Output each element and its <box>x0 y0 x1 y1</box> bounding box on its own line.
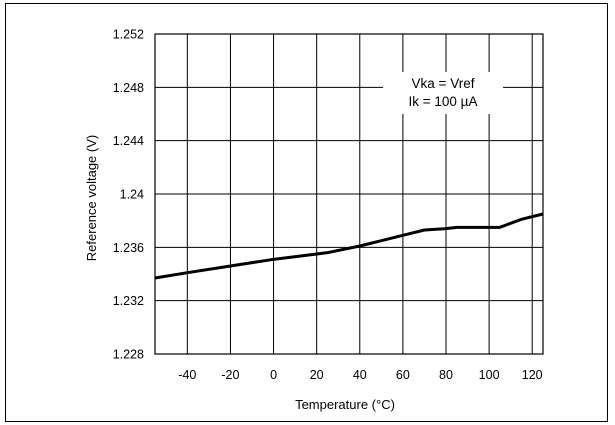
y-tick-label: 1.244 <box>113 134 144 148</box>
y-tick-label: 1.248 <box>113 81 144 95</box>
x-axis-title: Temperature (°C) <box>295 397 395 412</box>
x-tick-label: 100 <box>479 368 500 382</box>
annotation-line-2: Ik = 100 µA <box>409 94 478 109</box>
x-tick-labels: -40 -20 0 20 40 60 80 100 120 <box>178 368 542 382</box>
y-tick-labels: 1.228 1.232 1.236 1.24 1.244 1.248 1.252 <box>113 28 144 362</box>
y-tick-label: 1.252 <box>113 28 144 42</box>
y-tick-label: 1.232 <box>113 294 144 308</box>
x-tick-label: 80 <box>439 368 453 382</box>
x-tick-label: 120 <box>522 368 543 382</box>
y-tick-label: 1.24 <box>120 188 144 202</box>
x-tick-label: 20 <box>310 368 324 382</box>
x-tick-label: 60 <box>396 368 410 382</box>
series-line <box>154 212 544 280</box>
annotation-box: Vka = Vref Ik = 100 µA <box>383 72 503 114</box>
y-tick-label: 1.228 <box>113 348 144 362</box>
x-tick-label: 0 <box>270 368 277 382</box>
annotation-background <box>383 72 503 114</box>
annotation-line-1: Vka = Vref <box>412 76 475 91</box>
series-layer <box>154 212 544 280</box>
y-tick-label: 1.236 <box>113 241 144 255</box>
x-tick-label: -20 <box>221 368 239 382</box>
x-tick-label: 40 <box>353 368 367 382</box>
y-axis-title: Reference voltage (V) <box>84 135 99 261</box>
x-tick-label: -40 <box>178 368 196 382</box>
plot-border <box>154 33 544 355</box>
